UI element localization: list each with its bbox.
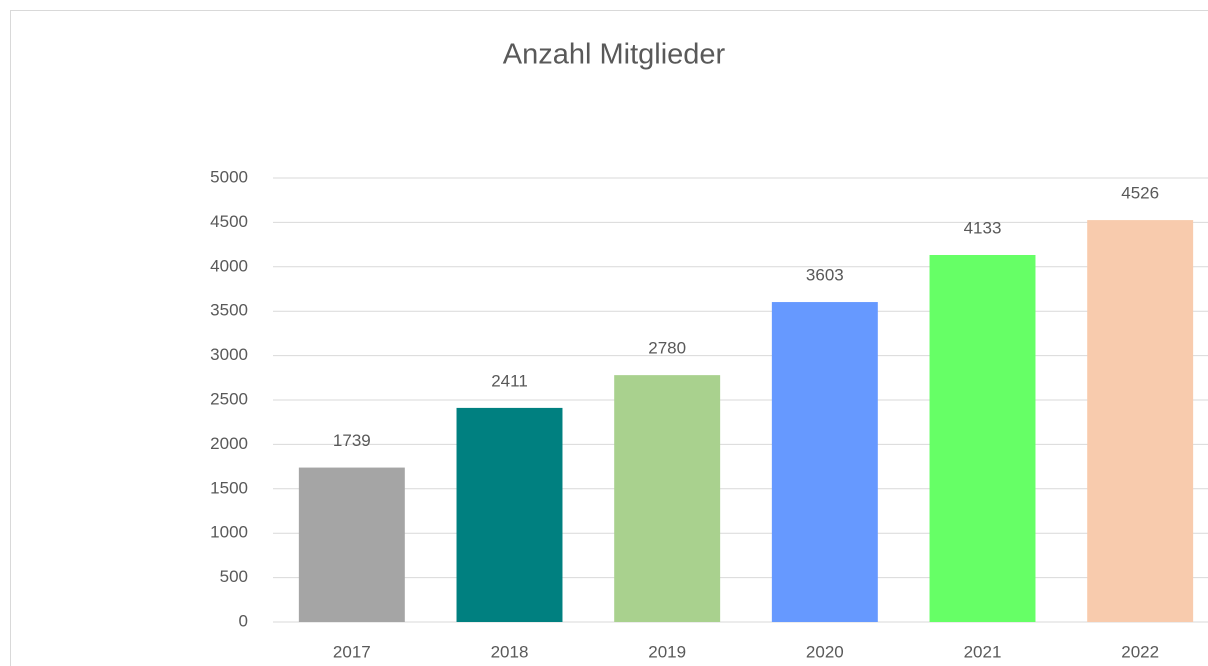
y-tick-label: 1500 bbox=[210, 478, 248, 497]
bar bbox=[456, 407, 563, 622]
y-tick-label: 2500 bbox=[210, 389, 248, 408]
data-label: 2411 bbox=[491, 371, 528, 390]
data-label: 2780 bbox=[648, 339, 686, 358]
x-tick-label: 2021 bbox=[964, 642, 1002, 661]
x-tick-label: 2018 bbox=[491, 642, 529, 661]
data-label: 4526 bbox=[1121, 184, 1159, 203]
y-tick-label: 3000 bbox=[210, 345, 248, 364]
data-label: 1739 bbox=[333, 431, 371, 450]
data-label: 4133 bbox=[964, 218, 1002, 237]
y-tick-label: 5000 bbox=[210, 167, 248, 186]
y-tick-label: 3500 bbox=[210, 301, 248, 320]
bar bbox=[1087, 220, 1194, 623]
y-tick-label: 1000 bbox=[210, 523, 248, 542]
chart-title: Anzahl Mitglieder bbox=[503, 39, 726, 71]
y-tick-label: 4500 bbox=[210, 212, 248, 231]
bar bbox=[771, 302, 878, 622]
x-tick-label: 2017 bbox=[333, 642, 371, 661]
y-tick-label: 0 bbox=[239, 611, 248, 630]
bar bbox=[614, 375, 721, 622]
y-tick-label: 500 bbox=[220, 567, 248, 586]
x-tick-label: 2022 bbox=[1121, 642, 1159, 661]
bar bbox=[298, 467, 405, 622]
x-tick-label: 2020 bbox=[806, 642, 844, 661]
data-label: 3603 bbox=[806, 266, 844, 285]
bar bbox=[929, 254, 1036, 622]
y-tick-label: 2000 bbox=[210, 434, 248, 453]
x-tick-label: 2019 bbox=[648, 642, 686, 661]
y-tick-label: 4000 bbox=[210, 256, 248, 275]
